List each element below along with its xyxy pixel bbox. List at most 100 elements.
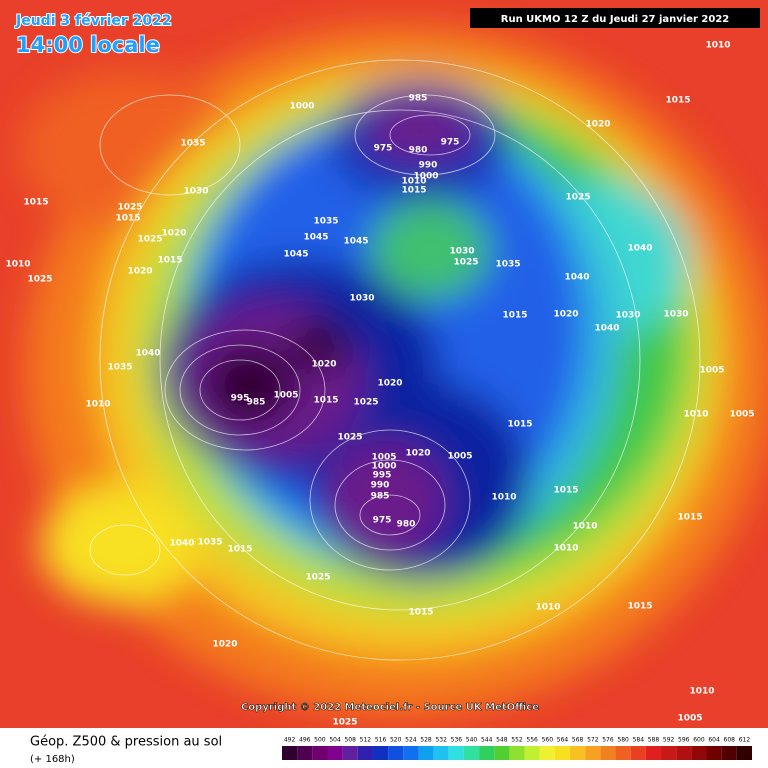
isobar-label: 1015 (507, 420, 532, 430)
colorbar-swatch (479, 746, 495, 760)
colorbar-label: 492 (284, 737, 296, 744)
isobar-label: 1010 (401, 177, 426, 187)
colorbar-swatch (448, 746, 464, 760)
isobar-label: 975 (441, 138, 460, 148)
isobar-label: 1035 (197, 538, 222, 548)
isobar-label: 985 (371, 492, 390, 502)
legend-title: Géop. Z500 & pression au sol (30, 735, 222, 750)
isobar-label: 1015 (553, 486, 578, 496)
isobar-label: 1040 (627, 244, 652, 254)
colorbar-label: 504 (329, 737, 341, 744)
isobar-label: 1025 (453, 258, 478, 268)
isobar-label: 1045 (283, 250, 308, 260)
colorbar-swatch (615, 746, 631, 760)
isobar-label: 1005 (273, 391, 298, 401)
colorbar-label: 500 (314, 737, 326, 744)
isobar-label: 990 (371, 481, 390, 491)
run: Run UKMO 12 Z du Jeudi 27 janvier 2022 (501, 14, 730, 25)
colorbar-label: 532 (435, 737, 447, 744)
colorbar-label: 580 (617, 737, 629, 744)
isobar-label: 1025 (332, 718, 357, 728)
isobar-label: 1015 (313, 396, 338, 406)
colorbar-label: 520 (390, 737, 402, 744)
legend-lead: (+ 168h) (30, 754, 75, 765)
isobar-label: 1015 (23, 198, 48, 208)
colorbar-swatch (342, 746, 358, 760)
isobar-label: 1040 (135, 349, 160, 359)
colorbar-swatch (539, 746, 555, 760)
isobar-label: 1030 (449, 247, 474, 257)
isobar-label: 1035 (107, 363, 132, 373)
isobar-label: 1025 (353, 398, 378, 408)
colorbar-label: 540 (466, 737, 478, 744)
colorbar-swatch (327, 746, 343, 760)
isobar-label: 1010 (85, 400, 110, 410)
colorbar-swatch (691, 746, 707, 760)
colorbar-swatch (388, 746, 404, 760)
isobar-label: 985 (409, 94, 428, 104)
colorbar-swatch (554, 746, 571, 760)
colorbar-swatch (570, 746, 586, 760)
isobar-label: 1000 (413, 172, 438, 182)
colorbar-swatch (721, 746, 737, 760)
isobar-label: 1015 (627, 602, 652, 612)
colorbar-label: 604 (708, 737, 720, 744)
isobar-label: 1030 (183, 187, 208, 197)
colorbar-label: 512 (360, 737, 372, 744)
colorbar-label: 600 (693, 737, 705, 744)
isobar-label: 1010 (5, 260, 30, 270)
colorbar-swatch (372, 746, 389, 760)
colorbar-label: 556 (526, 737, 538, 744)
isobar-label: 1000 (371, 462, 396, 472)
colorbar-label: 576 (602, 737, 614, 744)
isobar-label: 1010 (705, 41, 730, 51)
colorbar-swatch (403, 746, 419, 760)
colorbar-swatch (509, 746, 525, 760)
colorbar-label: 536 (451, 737, 463, 744)
colorbar-label: 508 (344, 737, 356, 744)
colorbar-label: 568 (572, 737, 584, 744)
isobar-label: 1030 (663, 310, 688, 320)
isobar-label: 1010 (683, 410, 708, 420)
colorbar-label: 528 (420, 737, 432, 744)
colorbar-swatch (494, 746, 510, 760)
colorbar-label: 552 (511, 737, 523, 744)
colorbar-swatch (312, 746, 328, 760)
colorbar-label: 548 (496, 737, 508, 744)
isobar-label: 1010 (491, 493, 516, 503)
time: 14:00 locale (16, 33, 160, 57)
isobar-label: 990 (419, 161, 438, 171)
colorbar-label: 524 (405, 737, 417, 744)
isobar-label: 1000 (289, 102, 314, 112)
colorbar-label: 544 (481, 737, 493, 744)
isobar-label: 1020 (405, 449, 430, 459)
isobar-label: 1005 (699, 366, 724, 376)
isobar-label: 1020 (161, 229, 186, 239)
isobar-label: 1020 (553, 310, 578, 320)
colorbar-swatch (418, 746, 434, 760)
isobar-label: 1010 (689, 687, 714, 697)
colorbar-swatch (706, 746, 722, 760)
colorbar-swatch (645, 746, 662, 760)
isobar-label: 1015 (227, 545, 252, 555)
isobar-label: 1015 (677, 513, 702, 523)
isobar-label: 985 (247, 398, 266, 408)
geopotential-field (0, 0, 768, 728)
isobar-label: 1030 (349, 294, 374, 304)
copyright: Copyright © 2022 Meteociel.fr - Source U… (241, 702, 539, 713)
colorbar-swatch (585, 746, 601, 760)
isobar-label: 1045 (343, 237, 368, 247)
isobar-label: 980 (409, 146, 428, 156)
colorbar-swatch (524, 746, 540, 760)
colorbar-swatch (463, 746, 480, 760)
colorbar-swatch (297, 746, 313, 760)
isobar-label: 1040 (594, 324, 619, 334)
colorbar-label: 496 (299, 737, 311, 744)
colorbar-label: 564 (557, 737, 569, 744)
isobar-label: 1020 (127, 267, 152, 277)
isobar-label: 1015 (401, 186, 426, 196)
run-box (470, 8, 760, 28)
isobar-label: 975 (374, 144, 393, 154)
isobar-label: 1015 (157, 256, 182, 266)
